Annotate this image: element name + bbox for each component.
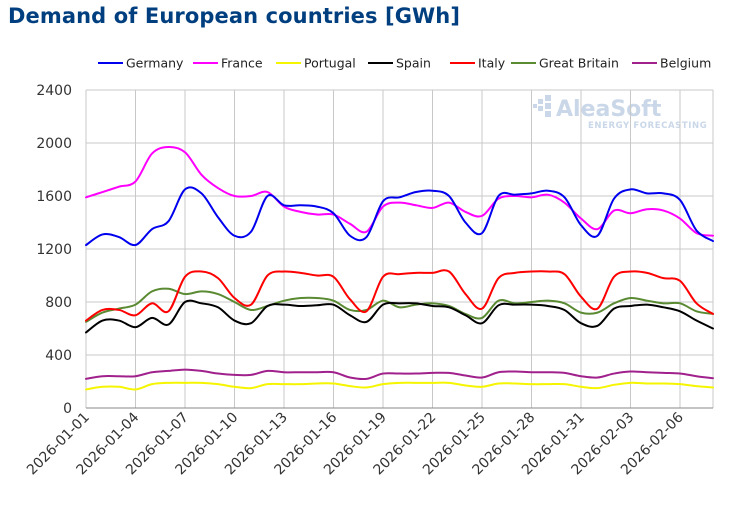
series-line-italy [85,269,714,322]
aleasoft-logo-subtext: ENERGY FORECASTING [588,121,707,131]
legend-label-portugal: Portugal [304,56,356,71]
aleasoft-logo-dots-icon [533,95,551,117]
grid [85,89,714,409]
series-line-spain [85,299,714,334]
y-tick-label: 2400 [36,83,72,99]
y-tick-label: 400 [45,348,72,364]
legend-label-great-britain: Great Britain [539,56,619,71]
aleasoft-logo-text: AleaSoft [556,97,662,122]
y-axis: 0 400 800 1200 1600 2000 2400 [36,83,72,417]
legend-label-spain: Spain [396,56,431,71]
chart-title: Demand of European countries [GWh] [8,4,461,28]
series-lines [85,145,714,391]
series-line-portugal [85,381,714,391]
series-line-belgium [85,368,714,381]
y-tick-label: 800 [45,295,72,311]
legend-label-france: France [221,56,263,71]
series-line-germany [85,186,714,247]
legend-label-germany: Germany [126,56,184,71]
legend-label-belgium: Belgium [660,56,711,71]
y-tick-label: 0 [63,401,72,417]
y-tick-label: 2000 [36,136,72,152]
y-tick-label: 1200 [36,242,72,258]
aleasoft-watermark: AleaSoft ENERGY FORECASTING [533,95,707,131]
series-line-great-britain [85,287,714,323]
series-line-france [85,145,714,237]
y-tick-label: 1600 [36,189,72,205]
legend: Germany France Portugal Spain Italy Great Bri… [98,56,711,71]
x-axis: 2026-01-012026-01-042026-01-072026-01-10… [24,407,713,478]
legend-label-italy: Italy [478,56,506,71]
